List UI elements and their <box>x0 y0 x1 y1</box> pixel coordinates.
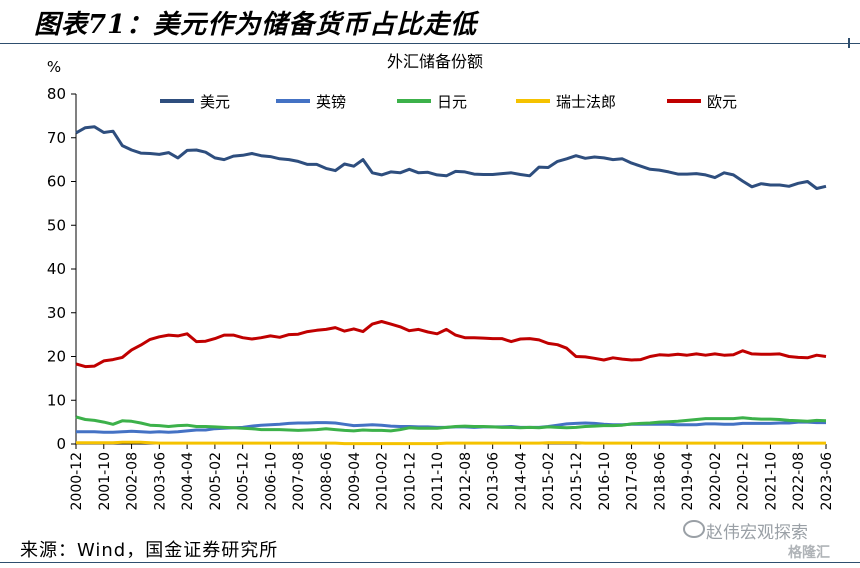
x-tick-label: 2022-08 <box>791 452 807 511</box>
legend-label: 美元 <box>200 93 230 111</box>
x-tick-label: 2021-10 <box>763 452 779 511</box>
chart-title: 外汇储备份额 <box>387 52 483 71</box>
x-tick-label: 2001-10 <box>97 452 113 511</box>
wechat-icon <box>683 520 705 538</box>
x-tick-label: 2006-10 <box>263 452 279 511</box>
x-tick-label: 2010-12 <box>402 452 418 511</box>
x-tick-label: 2005-12 <box>236 452 252 511</box>
x-tick-label: 2023-06 <box>819 452 835 511</box>
x-tick-label: 2002-08 <box>125 452 141 511</box>
legend-label: 日元 <box>437 93 467 111</box>
x-tick-label: 2008-06 <box>319 452 335 511</box>
legend-label: 英镑 <box>316 93 346 111</box>
x-tick-label: 2005-02 <box>208 452 224 511</box>
x-tick-label: 2007-08 <box>291 452 307 511</box>
source-note: 来源：Wind，国金证券研究所 <box>20 540 279 561</box>
x-tick-label: 2014-04 <box>513 452 529 511</box>
title-rule <box>0 43 860 44</box>
x-tick-label: 2011-10 <box>430 452 446 511</box>
watermark-account: 赵伟宏观探索 <box>706 523 808 543</box>
x-tick-label: 2009-04 <box>347 452 363 511</box>
series-line-1 <box>75 125 827 190</box>
y-tick-label: 80 <box>47 85 66 103</box>
y-tick-label: 40 <box>47 260 66 278</box>
legend-label: 欧元 <box>707 93 737 111</box>
x-tick-label: 2020-12 <box>736 452 752 511</box>
y-tick-label: 60 <box>47 173 66 191</box>
x-tick-label: 2013-06 <box>486 452 502 511</box>
y-tick-label: 10 <box>47 391 66 409</box>
series-line-3 <box>75 415 827 433</box>
reserve-share-chart: 外汇储备份额 % 0 10 20 30 40 50 60 70 80 2000-12 2001-1… <box>47 52 835 511</box>
x-axis: 2000-12 2001-10 2002-08 2003-06 2004-04 2005-… <box>69 443 835 511</box>
y-tick-label: 0 <box>56 435 66 453</box>
series-lines <box>75 125 827 446</box>
x-tick-label: 2003-06 <box>152 452 168 511</box>
figure-title: 图表71：美元作为储备货币占比走低 <box>34 10 478 40</box>
y-tick-label: 20 <box>47 348 66 366</box>
x-tick-label: 2019-04 <box>680 452 696 511</box>
legend: 美元 英镑 日元 瑞士法郎 欧元 <box>160 93 737 111</box>
x-tick-label: 2015-12 <box>569 452 585 511</box>
x-tick-label: 2016-10 <box>597 452 613 511</box>
y-tick-label: 70 <box>47 129 66 147</box>
series-line-5 <box>75 320 827 369</box>
series-line-4 <box>76 440 826 446</box>
x-tick-label: 2000-12 <box>69 452 85 511</box>
y-tick-label: 30 <box>47 304 66 322</box>
x-tick-label: 2017-08 <box>625 452 641 511</box>
x-tick-label: 2018-06 <box>652 452 668 511</box>
x-tick-label: 2015-02 <box>541 452 557 511</box>
legend-label: 瑞士法郎 <box>556 93 616 111</box>
title-rule-end-tick <box>848 38 850 48</box>
x-tick-label: 2004-04 <box>180 452 196 511</box>
x-tick-label: 2020-02 <box>708 452 724 511</box>
bottom-rule <box>0 562 860 563</box>
y-axis-unit-label: % <box>47 58 61 76</box>
x-tick-label: 2012-08 <box>458 452 474 511</box>
y-axis: 0 10 20 30 40 50 60 70 80 <box>47 85 77 453</box>
watermark-site: 格隆汇 <box>788 545 830 561</box>
y-tick-label: 50 <box>47 216 66 234</box>
x-tick-label: 2010-02 <box>375 452 391 511</box>
